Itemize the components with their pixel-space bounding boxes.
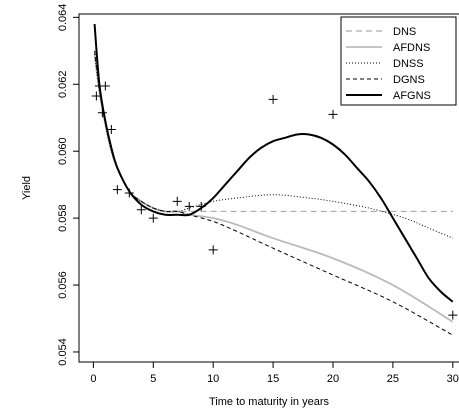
observed-point-marker: [91, 91, 101, 101]
x-tick-label: 30: [447, 373, 459, 385]
observed-point-marker: [268, 94, 278, 104]
x-axis-label: Time to maturity in years: [209, 396, 330, 408]
observed-point-marker: [208, 245, 218, 255]
y-tick-label: 0.060: [57, 137, 69, 165]
y-tick-label: 0.056: [57, 271, 69, 299]
observed-point-marker: [196, 201, 206, 211]
x-tick-label: 15: [267, 373, 279, 385]
observed-point-marker: [136, 205, 146, 215]
observed-point-marker: [448, 310, 458, 320]
x-axis: 0 5 10 15 20 25 30: [90, 361, 459, 385]
observed-point-marker: [148, 213, 158, 223]
observed-point-marker: [172, 196, 182, 206]
y-axis: 0.054 0.056 0.058 0.060 0.062 0.064: [57, 4, 80, 366]
x-tick-label: 25: [387, 373, 399, 385]
legend-label-dnss: DNSS: [393, 58, 424, 70]
observed-point-marker: [100, 81, 110, 91]
observed-point-marker: [124, 188, 134, 198]
x-tick-label: 10: [207, 373, 219, 385]
series-layer: [93, 23, 454, 336]
observed-point-marker: [184, 201, 194, 211]
x-tick-label: 20: [327, 373, 339, 385]
x-tick-label: 5: [150, 373, 156, 385]
y-tick-label: 0.064: [57, 4, 69, 32]
legend: DNS AFDNS DNSS DGNS AFGNS: [340, 16, 457, 106]
series-line-afgns: [93, 23, 454, 303]
x-tick-label: 0: [90, 373, 96, 385]
observed-point-marker: [97, 108, 107, 118]
series-line-dnss: [94, 54, 454, 239]
observed-points: [91, 81, 458, 320]
y-tick-label: 0.058: [57, 204, 69, 232]
observed-point-marker: [328, 109, 338, 119]
observed-point-marker: [112, 185, 122, 195]
y-axis-label: Yield: [21, 176, 33, 200]
legend-label-dgns: DGNS: [393, 74, 425, 86]
legend-label-afdns: AFDNS: [393, 42, 430, 54]
legend-box: [340, 16, 457, 106]
legend-label-dns: DNS: [393, 26, 416, 38]
y-tick-label: 0.062: [57, 71, 69, 99]
observed-point-marker: [106, 124, 116, 134]
legend-label-afgns: AFGNS: [393, 90, 431, 102]
y-tick-label: 0.054: [57, 338, 69, 366]
